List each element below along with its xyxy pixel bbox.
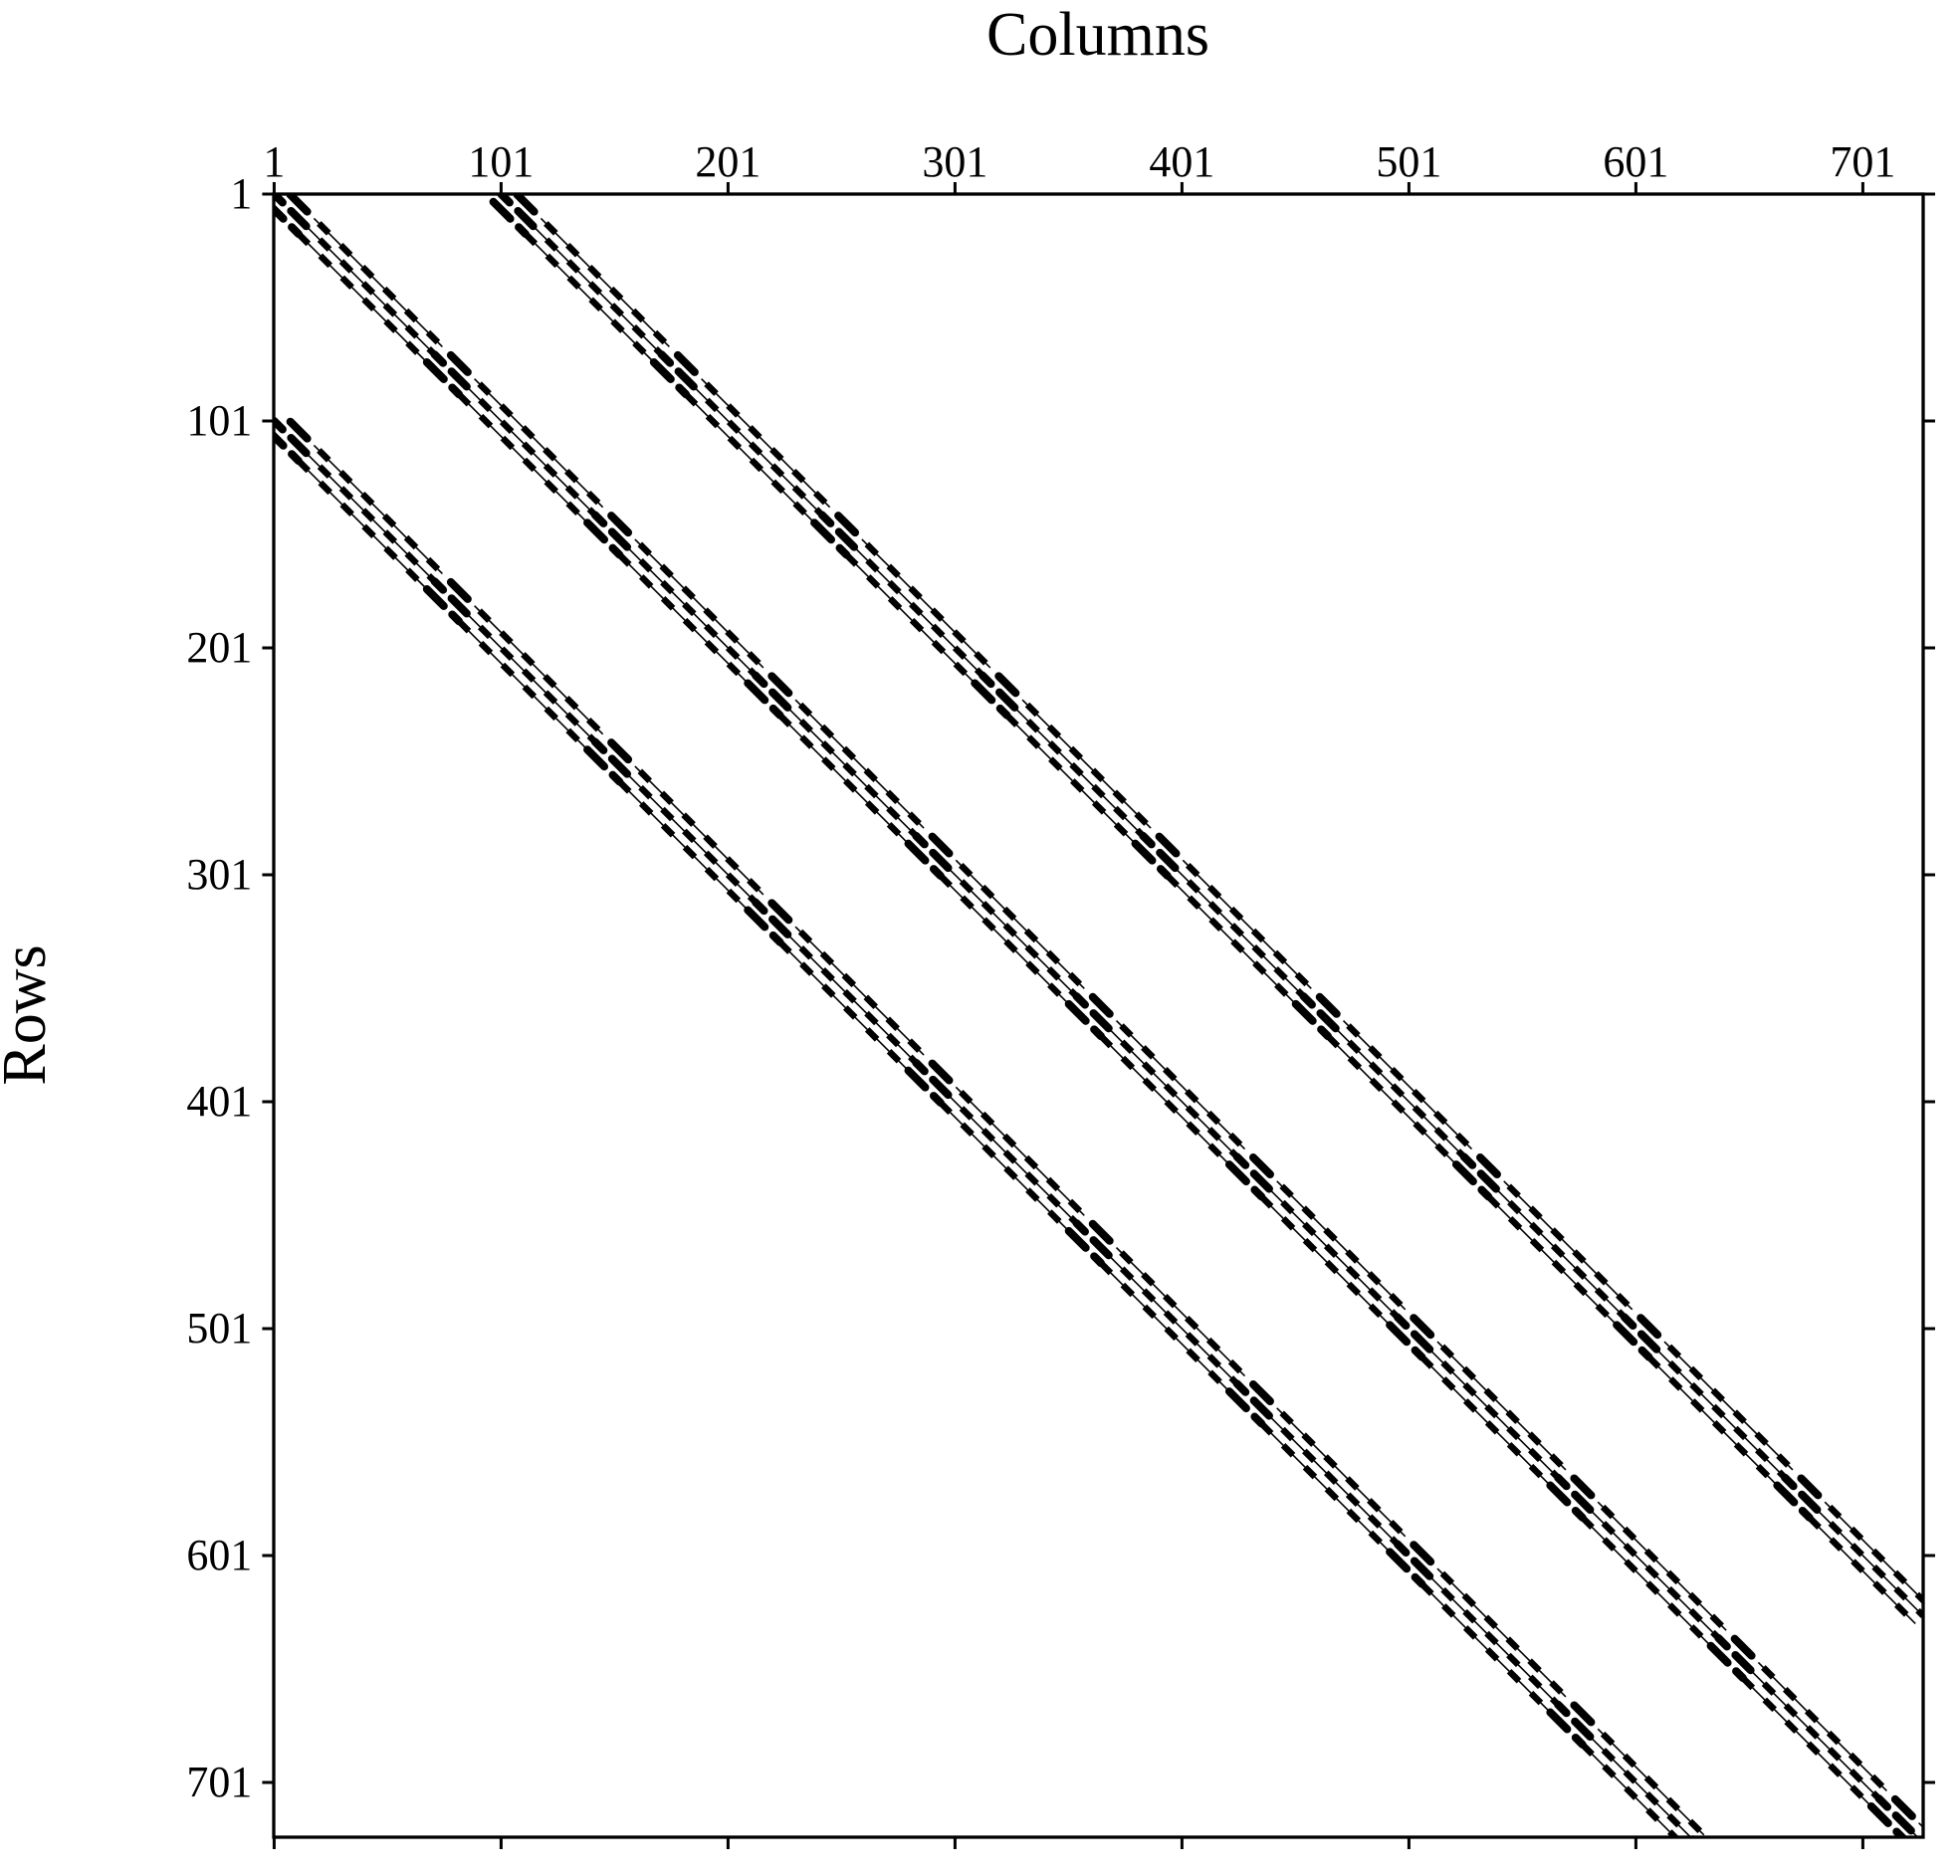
svg-text:201: 201 (695, 137, 761, 186)
svg-text:201: 201 (186, 623, 252, 672)
svg-text:501: 501 (186, 1304, 252, 1353)
svg-text:1: 1 (263, 137, 285, 186)
svg-text:301: 301 (186, 850, 252, 899)
svg-text:1: 1 (230, 169, 252, 218)
svg-text:501: 501 (1376, 137, 1441, 186)
svg-text:401: 401 (186, 1077, 252, 1126)
svg-text:701: 701 (1830, 137, 1895, 186)
svg-text:601: 601 (1603, 137, 1668, 186)
svg-text:Rows: Rows (0, 944, 59, 1085)
svg-text:101: 101 (468, 137, 534, 186)
svg-text:401: 401 (1149, 137, 1214, 186)
svg-text:301: 301 (922, 137, 987, 186)
svg-text:101: 101 (186, 396, 252, 445)
svg-text:601: 601 (186, 1531, 252, 1579)
svg-text:701: 701 (186, 1758, 252, 1806)
svg-text:Columns: Columns (986, 1, 1209, 69)
